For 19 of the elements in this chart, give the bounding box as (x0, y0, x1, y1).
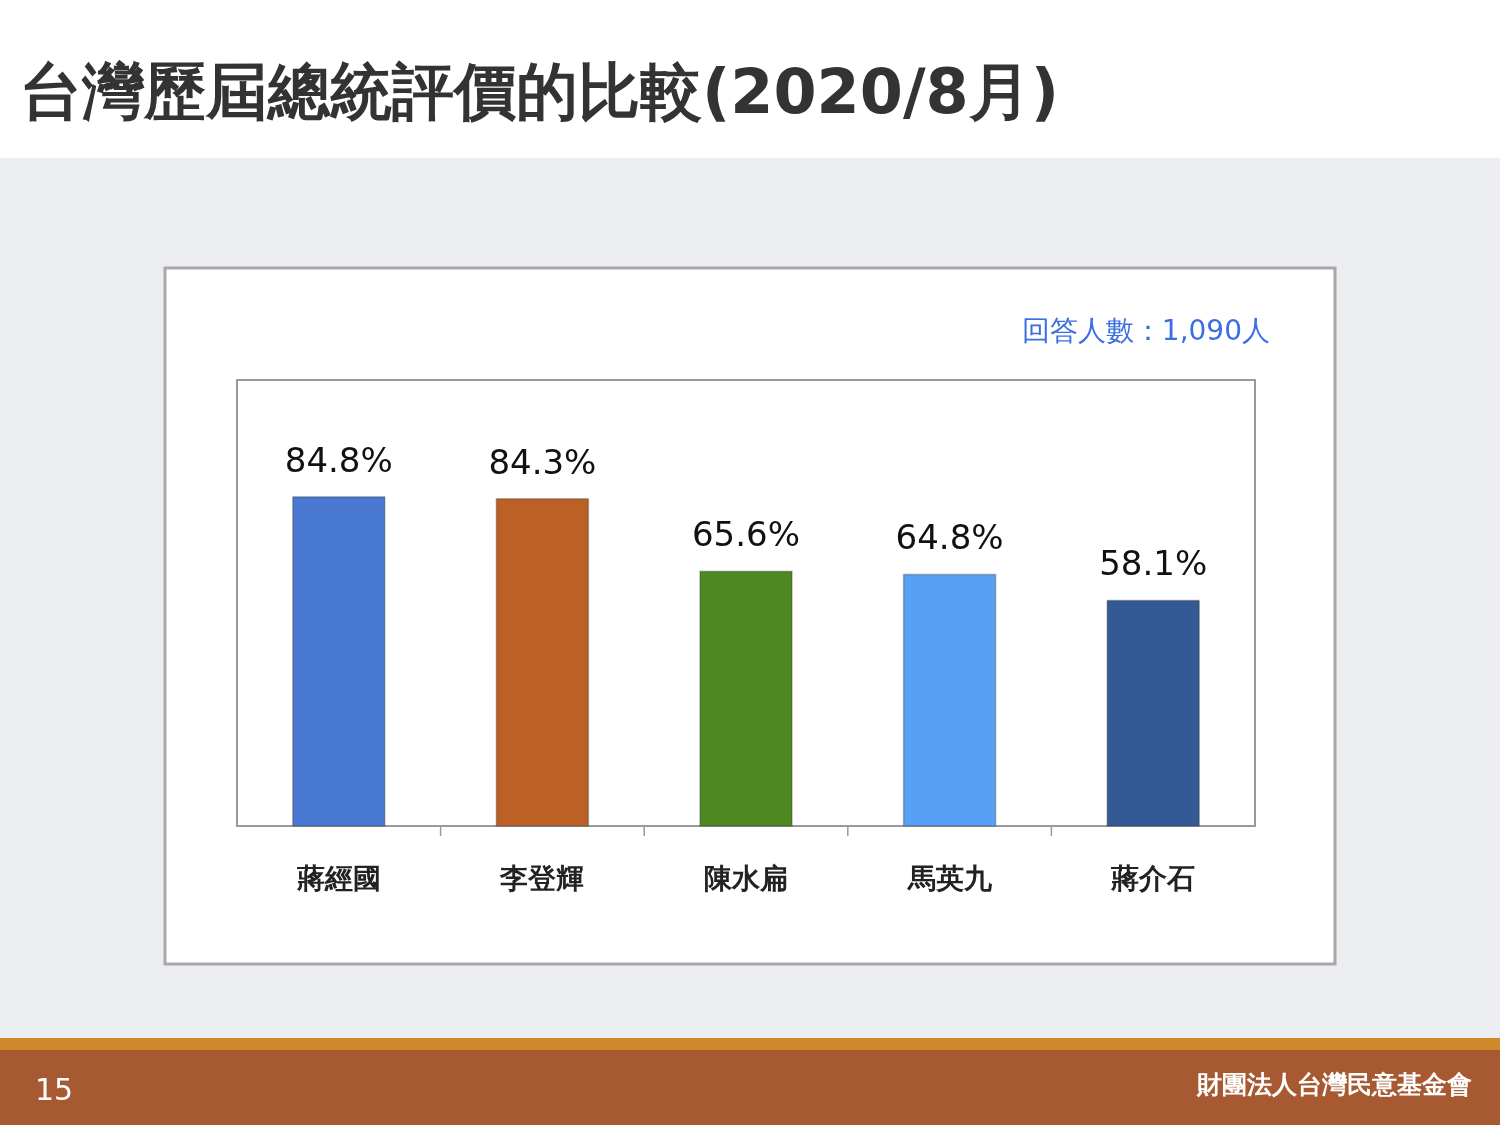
x-tick-label: 李登輝 (499, 862, 585, 895)
bar (699, 570, 793, 827)
data-label: 65.6% (691, 514, 801, 555)
bar (902, 573, 997, 827)
x-tick-label: 蔣介石 (1110, 862, 1196, 895)
data-label: 84.3% (488, 441, 597, 482)
bar (1106, 599, 1200, 827)
x-tick-label: 蔣經國 (295, 862, 381, 895)
data-label: 58.1% (1099, 543, 1208, 584)
bar (292, 496, 386, 827)
bar (495, 498, 590, 827)
text: 15 (35, 1072, 74, 1107)
text: 財團法人台灣民意基金會 (1196, 1070, 1472, 1099)
text: 回答人數：1,090人 (1021, 314, 1270, 347)
x-tick-label: 陳水扁 (704, 862, 788, 895)
chart-title: 台灣歷屆總統評價的比較(2020/8月) (20, 55, 1060, 128)
data-label: 64.8% (895, 517, 1004, 558)
data-label: 84.8% (284, 439, 393, 480)
x-tick-label: 馬英九 (906, 862, 993, 895)
